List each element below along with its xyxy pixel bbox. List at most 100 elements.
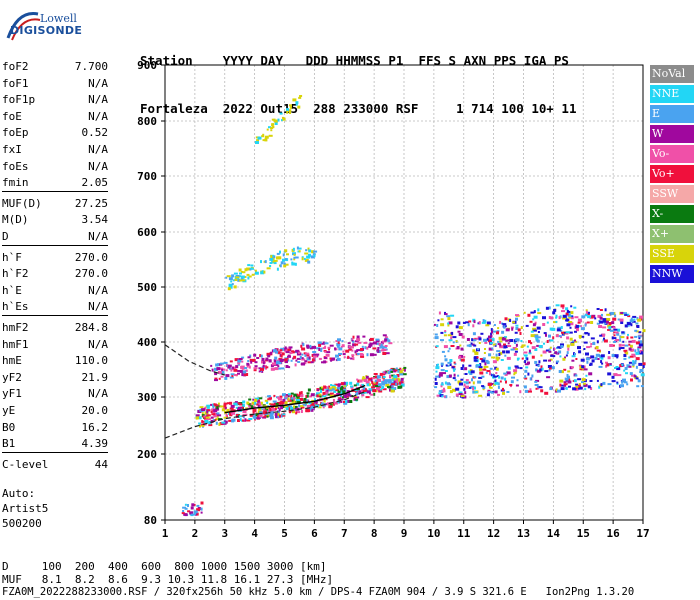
echo-point [298, 404, 301, 408]
echo-point [292, 253, 295, 255]
echo-point [293, 397, 298, 400]
echo-point [249, 405, 254, 409]
echo-point [268, 410, 272, 414]
echo-point [249, 413, 254, 417]
echo-point [182, 510, 185, 512]
echo-point [608, 351, 611, 354]
echo-point [241, 278, 244, 281]
echo-point [574, 340, 578, 343]
echo-point [490, 332, 493, 336]
echo-point [244, 367, 248, 369]
echo-point [387, 379, 392, 383]
echo-point [219, 405, 224, 408]
param-row: yF2 21.9 [2, 371, 108, 385]
echo-point [558, 350, 562, 354]
echo-point [244, 268, 248, 272]
echo-point [583, 341, 588, 344]
echo-point [345, 395, 349, 398]
echo-point [289, 352, 293, 354]
echo-point [605, 361, 608, 364]
echo-point [274, 122, 278, 125]
echo-point [379, 345, 384, 349]
echo-point [201, 412, 204, 416]
echo-point [635, 322, 639, 325]
echo-point [190, 506, 194, 510]
echo-point [381, 386, 385, 389]
echo-point [515, 314, 519, 317]
echo-point [370, 393, 374, 396]
echo-point [267, 354, 271, 358]
echo-point [528, 352, 532, 355]
echo-point [254, 361, 258, 364]
echo-point [481, 321, 486, 324]
echo-point [565, 354, 568, 357]
echo-point [322, 399, 325, 402]
echo-point [525, 366, 529, 369]
echo-point [307, 388, 311, 392]
echo-point [563, 368, 567, 371]
echo-point [585, 309, 588, 312]
echo-point [316, 347, 321, 350]
echo-point [545, 349, 549, 352]
echo-point [292, 98, 297, 102]
echo-point [262, 133, 265, 136]
param-row: yF1 N/A [2, 387, 108, 401]
param-row: h`F 270.0 [2, 251, 108, 265]
echo-point [289, 410, 291, 414]
echo-point [624, 367, 628, 370]
echo-point [206, 405, 210, 409]
echo-point [596, 308, 600, 310]
echo-point [532, 327, 537, 331]
echo-point [440, 362, 444, 366]
echo-point [574, 316, 579, 319]
echo-point [612, 317, 617, 321]
echo-point [299, 356, 302, 359]
echo-point [435, 366, 440, 370]
echo-point [314, 355, 318, 358]
echo-point [531, 346, 536, 350]
echo-point [301, 357, 304, 360]
echo-point [312, 345, 317, 349]
echo-point [603, 321, 607, 325]
echo-point [276, 252, 280, 255]
echo-point [544, 370, 549, 373]
echo-point [460, 367, 464, 370]
echo-point [300, 410, 303, 413]
echo-point [543, 342, 545, 345]
echo-point [449, 390, 453, 394]
echo-point [264, 399, 268, 402]
echo-point [481, 385, 485, 388]
echo-point [304, 403, 307, 407]
param-name: hmE [2, 354, 22, 368]
echo-point [600, 383, 603, 387]
echo-point [523, 311, 526, 314]
echo-point [640, 351, 643, 355]
echo-point [254, 365, 258, 368]
echo-point [446, 315, 451, 318]
echo-point [260, 260, 262, 264]
echo-point [369, 342, 374, 345]
echo-point [208, 422, 212, 426]
echo-point [342, 353, 346, 356]
echo-point [288, 366, 291, 369]
echo-point [335, 340, 339, 343]
echo-point [490, 391, 494, 394]
echo-point [583, 383, 588, 387]
echo-point [193, 510, 198, 514]
echo-point [637, 379, 641, 383]
echo-point [626, 351, 629, 355]
echo-point [565, 386, 568, 390]
echo-point [373, 383, 376, 386]
echo-point [464, 373, 468, 375]
echo-point [348, 348, 353, 351]
echo-point [273, 349, 277, 353]
echo-point [187, 504, 189, 507]
echo-point [632, 315, 637, 318]
echo-point [618, 343, 622, 347]
echo-point [635, 341, 640, 345]
echo-point [237, 419, 240, 422]
echo-point [340, 398, 344, 401]
echo-point [284, 401, 288, 405]
echo-point [472, 387, 475, 391]
echo-point [283, 347, 286, 351]
